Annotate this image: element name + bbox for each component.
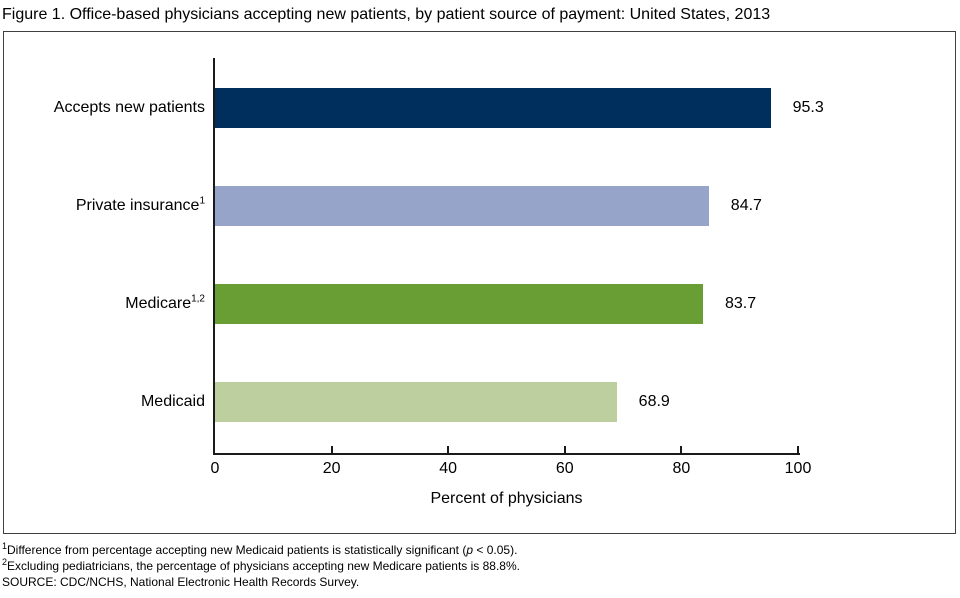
x-tick-label: 0 bbox=[210, 460, 220, 477]
category-label: Medicaid bbox=[140, 393, 205, 410]
bar bbox=[215, 88, 771, 128]
x-tick-label: 80 bbox=[672, 460, 691, 477]
figure-title: Figure 1. Office-based physicians accept… bbox=[2, 6, 771, 23]
footnote-2: 2Excluding pediatricians, the percentage… bbox=[2, 557, 520, 574]
bar bbox=[215, 382, 617, 422]
value-label: 83.7 bbox=[724, 295, 757, 312]
source-line: SOURCE: CDC/NCHS, National Electronic He… bbox=[2, 575, 360, 589]
y-axis-line bbox=[213, 58, 215, 455]
footnote-1: 1Difference from percentage accepting ne… bbox=[2, 541, 518, 558]
x-tick-mark bbox=[563, 446, 566, 454]
bar bbox=[215, 284, 703, 324]
x-tick-label: 100 bbox=[784, 460, 812, 477]
value-label: 68.9 bbox=[638, 393, 670, 410]
value-label: 84.7 bbox=[730, 197, 762, 214]
category-label: Private insurance1 bbox=[75, 195, 205, 214]
footnotes: 1Difference from percentage accepting ne… bbox=[2, 542, 520, 590]
x-tick-mark bbox=[447, 446, 450, 454]
x-tick-label: 40 bbox=[439, 460, 458, 477]
category-label: Medicare1,2 bbox=[125, 293, 205, 312]
bar-row-accepts-new-patients: Accepts new patients 95.3 bbox=[0, 88, 960, 128]
x-tick-mark bbox=[797, 446, 799, 454]
x-axis-line bbox=[213, 453, 800, 455]
x-axis-title: Percent of physicians bbox=[430, 490, 583, 507]
bar-row-private-insurance: Private insurance1 84.7 bbox=[0, 186, 960, 226]
bar bbox=[215, 186, 709, 226]
x-tick-label: 20 bbox=[322, 460, 341, 477]
x-tick-mark bbox=[680, 446, 683, 454]
category-label: Accepts new patients bbox=[53, 99, 205, 116]
bar-row-medicaid: Medicaid 68.9 bbox=[0, 382, 960, 422]
bar-row-medicare: Medicare1,2 83.7 bbox=[0, 284, 960, 324]
value-label: 95.3 bbox=[792, 99, 824, 116]
x-tick-mark bbox=[330, 446, 333, 454]
x-tick-label: 60 bbox=[555, 460, 574, 477]
